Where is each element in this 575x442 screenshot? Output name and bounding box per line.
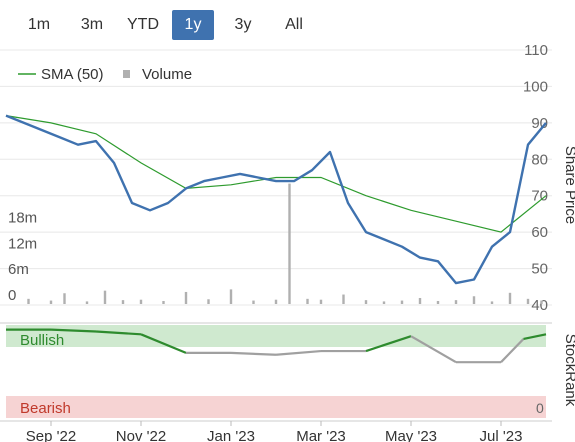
volume-bar	[400, 300, 404, 304]
volume-bar	[49, 300, 53, 304]
volume-bar	[103, 290, 107, 304]
sma-line	[5, 115, 547, 233]
x-axis-ticks: Sep '22 Nov '22 Jan '23 Mar '23 May '23 Jul '…	[26, 421, 523, 442]
volume-bar	[364, 300, 368, 304]
volume-bar	[121, 300, 125, 304]
stockrank-segment	[275, 349, 322, 356]
price-tick-label: 80	[531, 151, 548, 168]
volume-bar	[229, 289, 233, 304]
volume-bar	[436, 300, 440, 304]
stockrank-scale-zero: 0	[536, 400, 544, 416]
volume-bar	[526, 298, 530, 304]
volume-bar	[490, 301, 494, 304]
stockrank-segment	[410, 335, 457, 364]
volume-bar	[319, 299, 323, 304]
range-3y-button[interactable]: 3y	[234, 16, 252, 33]
volume-bar	[162, 300, 165, 304]
range-selector: 1m 3m YTD 1y 3y All	[0, 0, 330, 46]
volume-bar	[27, 298, 30, 304]
stockrank-segment	[50, 328, 97, 333]
volume-bars	[27, 183, 543, 304]
volume-tick-label: 12m	[8, 235, 37, 252]
bullish-band	[6, 325, 546, 347]
x-tick-label: Jul '23	[480, 428, 523, 442]
volume-bar	[454, 300, 458, 304]
stockrank-segment	[365, 335, 412, 353]
stockrank-segment	[523, 333, 547, 341]
volume-bar	[540, 300, 543, 304]
price-tick-label: 90	[531, 115, 548, 132]
volume-bar	[418, 297, 422, 304]
price-tick-label: 40	[531, 297, 548, 314]
volume-bar	[382, 301, 386, 304]
x-tick-label: Jan '23	[207, 428, 255, 442]
x-tick-label: Mar '23	[296, 428, 346, 442]
bearish-band	[6, 396, 546, 418]
price-grid: 110 100 90 80 70 60 50 40 18m 12m 6m 0	[0, 42, 552, 314]
range-ytd-button[interactable]: YTD	[127, 16, 159, 33]
stockrank-line	[6, 328, 547, 364]
price-line	[5, 114, 547, 285]
volume-tick-label: 0	[8, 287, 16, 304]
volume-bar	[139, 299, 143, 304]
stockrank-segment	[95, 330, 142, 336]
volume-tick-label: 18m	[8, 210, 37, 227]
bearish-label: Bearish	[20, 400, 71, 417]
range-1y-button[interactable]: 1y	[172, 10, 214, 40]
range-3m-button[interactable]: 3m	[80, 16, 104, 33]
volume-bar	[306, 298, 309, 304]
range-all-button[interactable]: All	[285, 16, 303, 33]
legend-sma-label: SMA (50)	[41, 66, 104, 83]
volume-tick-label: 6m	[8, 261, 29, 278]
x-tick-label: May '23	[385, 428, 437, 442]
share-price-axis-label: Share Price	[562, 146, 575, 224]
stockrank-axis-label: StockRank	[562, 334, 575, 407]
price-tick-label: 110	[524, 42, 548, 59]
volume-bar	[472, 296, 476, 304]
volume-bar	[508, 292, 512, 304]
stockrank-segment	[140, 333, 187, 354]
volume-bar	[85, 301, 89, 304]
legend-volume-label: Volume	[142, 66, 192, 83]
volume-bar	[288, 183, 291, 304]
volume-bar	[207, 299, 210, 304]
volume-bar	[274, 299, 278, 304]
stockrank-segment	[230, 351, 277, 356]
x-tick-label: Nov '22	[116, 428, 166, 442]
price-tick-label: 100	[523, 78, 548, 95]
volume-bar	[63, 293, 66, 304]
bullish-label: Bullish	[20, 332, 64, 349]
stockrank-segment	[500, 338, 525, 363]
volume-bar	[252, 300, 255, 304]
price-tick-label: 60	[531, 224, 548, 241]
range-1m-button[interactable]: 1m	[27, 16, 51, 33]
legend-volume-swatch	[123, 70, 130, 78]
volume-bar	[184, 291, 188, 304]
volume-bar	[342, 294, 345, 304]
price-tick-label: 50	[531, 261, 548, 278]
chart-legend: SMA (50) Volume	[18, 66, 192, 83]
x-tick-label: Sep '22	[26, 428, 76, 442]
price-tick-label: 70	[531, 188, 548, 205]
